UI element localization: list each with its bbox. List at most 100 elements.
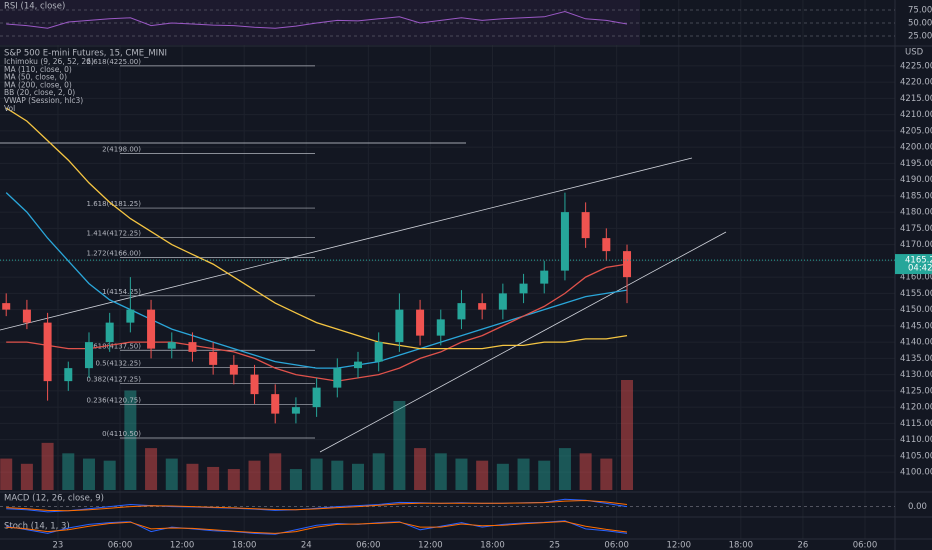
x-tick-label: 06:00 [108,541,133,550]
candle-body [540,270,549,284]
volume-bar [414,448,427,490]
fib-label: 0.236(4120.75) [87,397,142,405]
volume-bar [165,458,178,490]
legend-entry: MA (110, close, 0) [4,65,72,74]
last-price-label: 4165.25 [905,256,932,266]
x-tick-label: 18:00 [232,541,257,550]
x-tick-label: 12:00 [667,541,692,550]
candle-body [84,342,93,369]
volume-bar [20,463,33,490]
moving-average [5,107,628,350]
candle-body [22,309,31,323]
volume-bar [434,453,447,490]
candle-body [209,351,218,365]
candle-body [457,303,466,320]
candle-body [147,309,156,349]
last-price-box [895,254,932,275]
stoch-title: Stoch (14, 1, 3) [4,522,70,532]
fib-label: 1.618(4181.25) [87,200,142,208]
y-tick-label: 4155.00 [900,289,932,299]
y-tick-label: 4170.00 [900,240,932,250]
y-tick-label: 4210.00 [900,110,932,120]
indicator-line [6,520,628,535]
candle-body [229,364,238,375]
fib-label: 2.618(4225.00) [87,58,142,66]
y-tick-label: 4115.00 [900,419,932,429]
volume-bar [103,460,116,490]
y-tick-label: 50.00 [908,18,932,28]
candle-body [581,212,590,239]
indicator-line [6,520,628,534]
fib-label: 0.5(4132.25) [95,359,141,367]
y-tick-label: 4130.00 [900,370,932,380]
y-tick-label: 4205.00 [900,126,932,136]
indicator-line [6,499,628,512]
volume-bar [227,469,240,490]
x-tick-label: 18:00 [480,541,505,550]
candle-body [395,309,404,343]
y-tick-label: 25.00 [908,32,932,42]
fib-label: 1.272(4166.00) [87,250,142,258]
candle-body [43,322,52,382]
volume-bar [82,458,95,490]
y-tick-label: 4110.00 [900,435,932,445]
symbol-title: S&P 500 E-mini Futures, 15, CME_MINI [4,49,167,59]
legend-entry: BB (20, close, 2, 0) [4,88,75,97]
x-tick-label: 24 [301,541,312,550]
volume-bar [476,460,489,490]
candle-body [105,322,114,343]
macd-title: MACD (12, 26, close, 9) [4,494,104,504]
candle-body [312,387,321,408]
volume-bar [248,460,261,490]
candle-body [560,212,569,271]
candle-body [519,283,528,294]
y-tick-label: 4100.00 [900,468,932,478]
legend-entry: MA (50, close, 0) [4,73,67,82]
volume-bar [352,463,364,490]
volume-bar [289,469,302,490]
volume-bar [600,458,613,490]
legend-entry: VWAP (Session, hlc3) [4,96,83,105]
y-tick-label: 4180.00 [900,208,932,218]
legend-entry: Vol [4,104,15,113]
candle-body [126,309,135,323]
y-tick-label: 4175.00 [900,224,932,234]
volume-bar [186,463,199,490]
candle-body [478,303,487,310]
volume-bar [621,380,634,490]
x-tick-label: 25 [549,541,560,550]
candle-body [167,342,176,349]
volume-bar [124,390,137,490]
x-tick-label: 12:00 [418,541,443,550]
y-tick-label: 4125.00 [900,386,932,396]
x-tick-label: 06:00 [356,541,381,550]
candle-body [374,342,383,362]
y-tick-label: 0.00 [908,502,927,512]
y-tick-label: 4105.00 [900,451,932,461]
y-tick-label: 75.00 [908,5,932,15]
volume-bar [579,453,592,490]
fib-label: 0.618(4137.50) [87,342,142,350]
candle-body [291,407,300,414]
y-tick-label: 4200.00 [900,143,932,153]
y-tick-label: 4215.00 [900,94,932,104]
currency: USD [905,48,924,58]
grid [0,0,895,539]
volume-bar [207,466,220,490]
volume-bar [310,458,323,490]
candle-body [602,238,611,252]
candle-body [271,394,280,414]
x-tick-label: 26 [797,541,808,550]
y-tick-label: 4140.00 [900,338,932,348]
x-tick-label: 23 [53,541,64,550]
x-tick-label: 12:00 [170,541,195,550]
fib-label: 0(4110.50) [102,430,141,438]
volume-bar [517,458,530,490]
candle-body [436,319,445,336]
volume-bar [496,463,509,490]
fib-label: 1.414(4172.25) [87,229,142,237]
candle-body [250,374,259,395]
volume-bar [331,460,344,490]
legend-entry: MA (200, close, 0) [4,80,72,89]
